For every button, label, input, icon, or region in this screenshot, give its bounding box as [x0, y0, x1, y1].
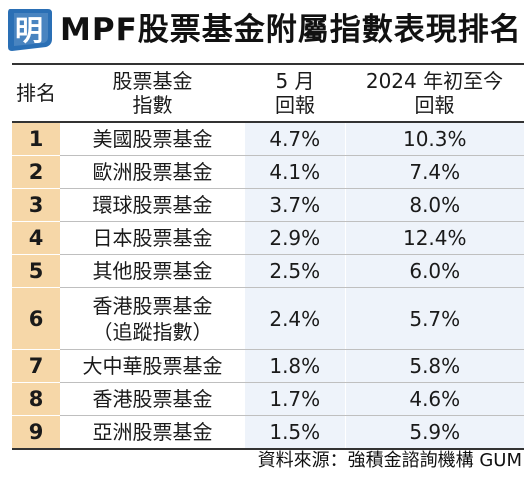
header-fund-line1: 股票基金: [112, 69, 193, 93]
may-return-cell: 2.5%: [245, 254, 345, 288]
rank-cell: 7: [12, 349, 60, 383]
header-may-line1: 5 月: [275, 69, 315, 93]
source-note: 資料來源：強積金諮詢機構 GUM: [257, 450, 522, 471]
ranking-table: 排名 股票基金 指數 5 月 回報 2024 年初至今 回報 1 美國股票基金 …: [12, 63, 524, 450]
may-return-cell: 1.8%: [245, 349, 345, 383]
table-row: 9 亞洲股票基金 1.5% 5.9%: [12, 415, 524, 450]
ytd-return-cell: 5.7%: [344, 287, 524, 350]
may-return-cell: 2.4%: [245, 287, 345, 350]
ytd-return-cell: 7.4%: [344, 155, 524, 189]
rank-cell: 9: [12, 415, 60, 450]
page-title: MPF股票基金附屬指數表現排名: [60, 12, 522, 48]
fund-name-cell: 大中華股票基金: [60, 349, 245, 383]
table-header-row: 排名 股票基金 指數 5 月 回報 2024 年初至今 回報: [12, 63, 524, 123]
table-row: 7 大中華股票基金 1.8% 5.8%: [12, 349, 524, 383]
may-return-cell: 1.5%: [245, 415, 345, 450]
header-may-line2: 回報: [275, 93, 315, 117]
ytd-return-cell: 6.0%: [344, 254, 524, 288]
fund-name-cell: 歐洲股票基金: [60, 155, 245, 189]
fund-name-line2: （追蹤指數）: [92, 319, 213, 344]
table-row: 2 歐洲股票基金 4.1% 7.4%: [12, 155, 524, 189]
table-row: 5 其他股票基金 2.5% 6.0%: [12, 254, 524, 288]
table-row: 4 日本股票基金 2.9% 12.4%: [12, 221, 524, 255]
header-ytd-line2: 回報: [414, 93, 455, 117]
header-rank: 排名: [12, 63, 60, 123]
may-return-cell: 4.7%: [245, 122, 345, 156]
rank-cell: 8: [12, 382, 60, 416]
ytd-return-cell: 4.6%: [344, 382, 524, 416]
may-return-cell: 4.1%: [245, 155, 345, 189]
header-fund-line2: 指數: [132, 93, 173, 117]
fund-name-cell: 香港股票基金 （追蹤指數）: [60, 287, 245, 350]
rank-cell: 5: [12, 254, 60, 288]
rank-cell: 6: [12, 287, 60, 350]
table-row: 1 美國股票基金 4.7% 10.3%: [12, 122, 524, 156]
ytd-return-cell: 8.0%: [344, 188, 524, 222]
header-may-return: 5 月 回報: [245, 63, 345, 123]
header-ytd-line1: 2024 年初至今: [365, 69, 504, 93]
fund-name-cell: 日本股票基金: [60, 221, 245, 255]
may-return-cell: 2.9%: [245, 221, 345, 255]
table-row: 6 香港股票基金 （追蹤指數） 2.4% 5.7%: [12, 287, 524, 350]
may-return-cell: 3.7%: [245, 188, 345, 222]
fund-name-cell: 香港股票基金: [60, 382, 245, 416]
fund-name-cell: 其他股票基金: [60, 254, 245, 288]
fund-name-line1: 香港股票基金: [92, 293, 213, 318]
ytd-return-cell: 10.3%: [344, 122, 524, 156]
logo-badge: 明: [8, 9, 52, 51]
fund-name-cell: 環球股票基金: [60, 188, 245, 222]
fund-name-cell: 亞洲股票基金: [60, 415, 245, 450]
ytd-return-cell: 5.9%: [344, 415, 524, 450]
fund-name-cell: 美國股票基金: [60, 122, 245, 156]
rank-cell: 3: [12, 188, 60, 222]
header-rank-label: 排名: [16, 81, 56, 105]
table-row: 8 香港股票基金 1.7% 4.6%: [12, 382, 524, 416]
table-row: 3 環球股票基金 3.7% 8.0%: [12, 188, 524, 222]
ytd-return-cell: 5.8%: [344, 349, 524, 383]
rank-cell: 4: [12, 221, 60, 255]
header-fund-index: 股票基金 指數: [60, 63, 245, 123]
header: 明 MPF股票基金附屬指數表現排名: [0, 0, 530, 60]
rank-cell: 2: [12, 155, 60, 189]
ytd-return-cell: 12.4%: [344, 221, 524, 255]
logo-text: 明: [15, 14, 43, 47]
rank-cell: 1: [12, 122, 60, 156]
header-ytd-return: 2024 年初至今 回報: [345, 63, 524, 123]
may-return-cell: 1.7%: [245, 382, 345, 416]
newspaper-logo-icon: 明: [4, 5, 54, 55]
